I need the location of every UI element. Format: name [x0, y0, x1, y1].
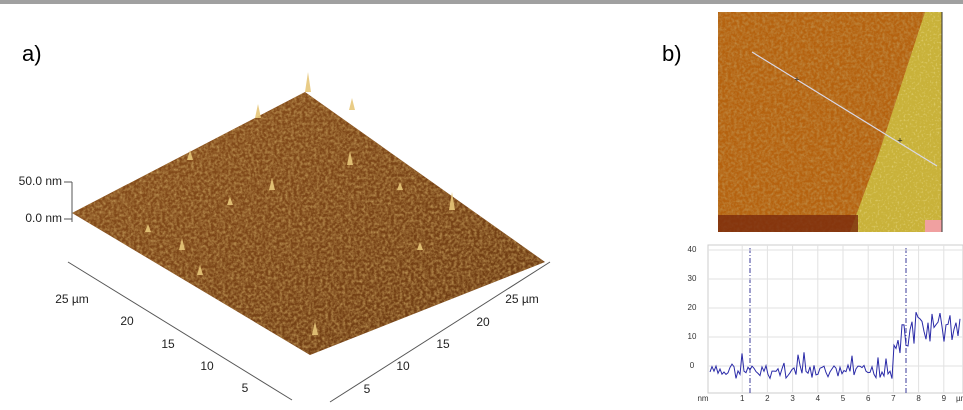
left-axis — [67, 261, 293, 401]
y-tick-label: 20 — [688, 303, 697, 312]
x-tick-label: 7 — [891, 394, 896, 403]
afm-image: + + — [718, 12, 942, 232]
spike — [197, 265, 203, 275]
x-tick-label: 1 — [740, 394, 745, 403]
spike — [255, 104, 261, 118]
spike — [179, 238, 185, 250]
right-axis-label: 15 — [436, 337, 450, 351]
x-unit: nm — [697, 394, 708, 403]
right-axis-label: 10 — [396, 359, 410, 373]
svg-text:+: + — [794, 74, 799, 84]
x-tick-label: 3 — [790, 394, 795, 403]
left-axis-label: 20 — [120, 314, 134, 328]
x-end: µm — [956, 394, 963, 403]
top-border — [0, 0, 963, 4]
right-axis — [329, 261, 551, 403]
left-axis-label: 10 — [200, 359, 214, 373]
spike — [312, 321, 318, 335]
x-tick-label: 6 — [866, 394, 871, 403]
x-tick-label: 8 — [916, 394, 921, 403]
left-axis-label: 5 — [242, 381, 249, 395]
spike — [347, 151, 353, 165]
right-axis-label: 20 — [476, 315, 490, 329]
left-axis-label: 25 µm — [55, 292, 89, 306]
x-tick-label: 9 — [942, 394, 947, 403]
spike — [187, 150, 193, 160]
spike — [417, 242, 423, 250]
spike — [397, 182, 403, 190]
left-axis-label: 15 — [161, 337, 175, 351]
panel-label: a) — [22, 41, 42, 66]
right-axis-label: 5 — [364, 382, 371, 396]
spike — [227, 197, 233, 205]
right-axis-label: 25 µm — [505, 292, 539, 306]
y-tick-label: 10 — [688, 332, 697, 341]
x-tick-label: 4 — [816, 394, 821, 403]
spike — [145, 224, 151, 232]
panel-label: b) — [662, 41, 682, 66]
x-tick-label: 2 — [765, 394, 770, 403]
y-tick-label: 0 — [690, 361, 695, 370]
svg-text:+: + — [897, 135, 902, 145]
y-tick-label: 40 — [688, 245, 697, 254]
z-tick-label: 0.0 nm — [25, 211, 62, 225]
spike — [449, 192, 455, 210]
z-tick-label: 50.0 nm — [19, 174, 62, 188]
profile-trace — [709, 312, 961, 380]
surface-3d — [72, 72, 545, 355]
y-tick-label: 30 — [688, 274, 697, 283]
profile-plot: 40 30 20 10 0 1 2 3 4 5 6 7 8 9 nm µm — [688, 244, 963, 403]
x-tick-label: 5 — [841, 394, 846, 403]
spike — [305, 72, 311, 92]
spike — [269, 178, 275, 190]
spike — [349, 98, 355, 110]
